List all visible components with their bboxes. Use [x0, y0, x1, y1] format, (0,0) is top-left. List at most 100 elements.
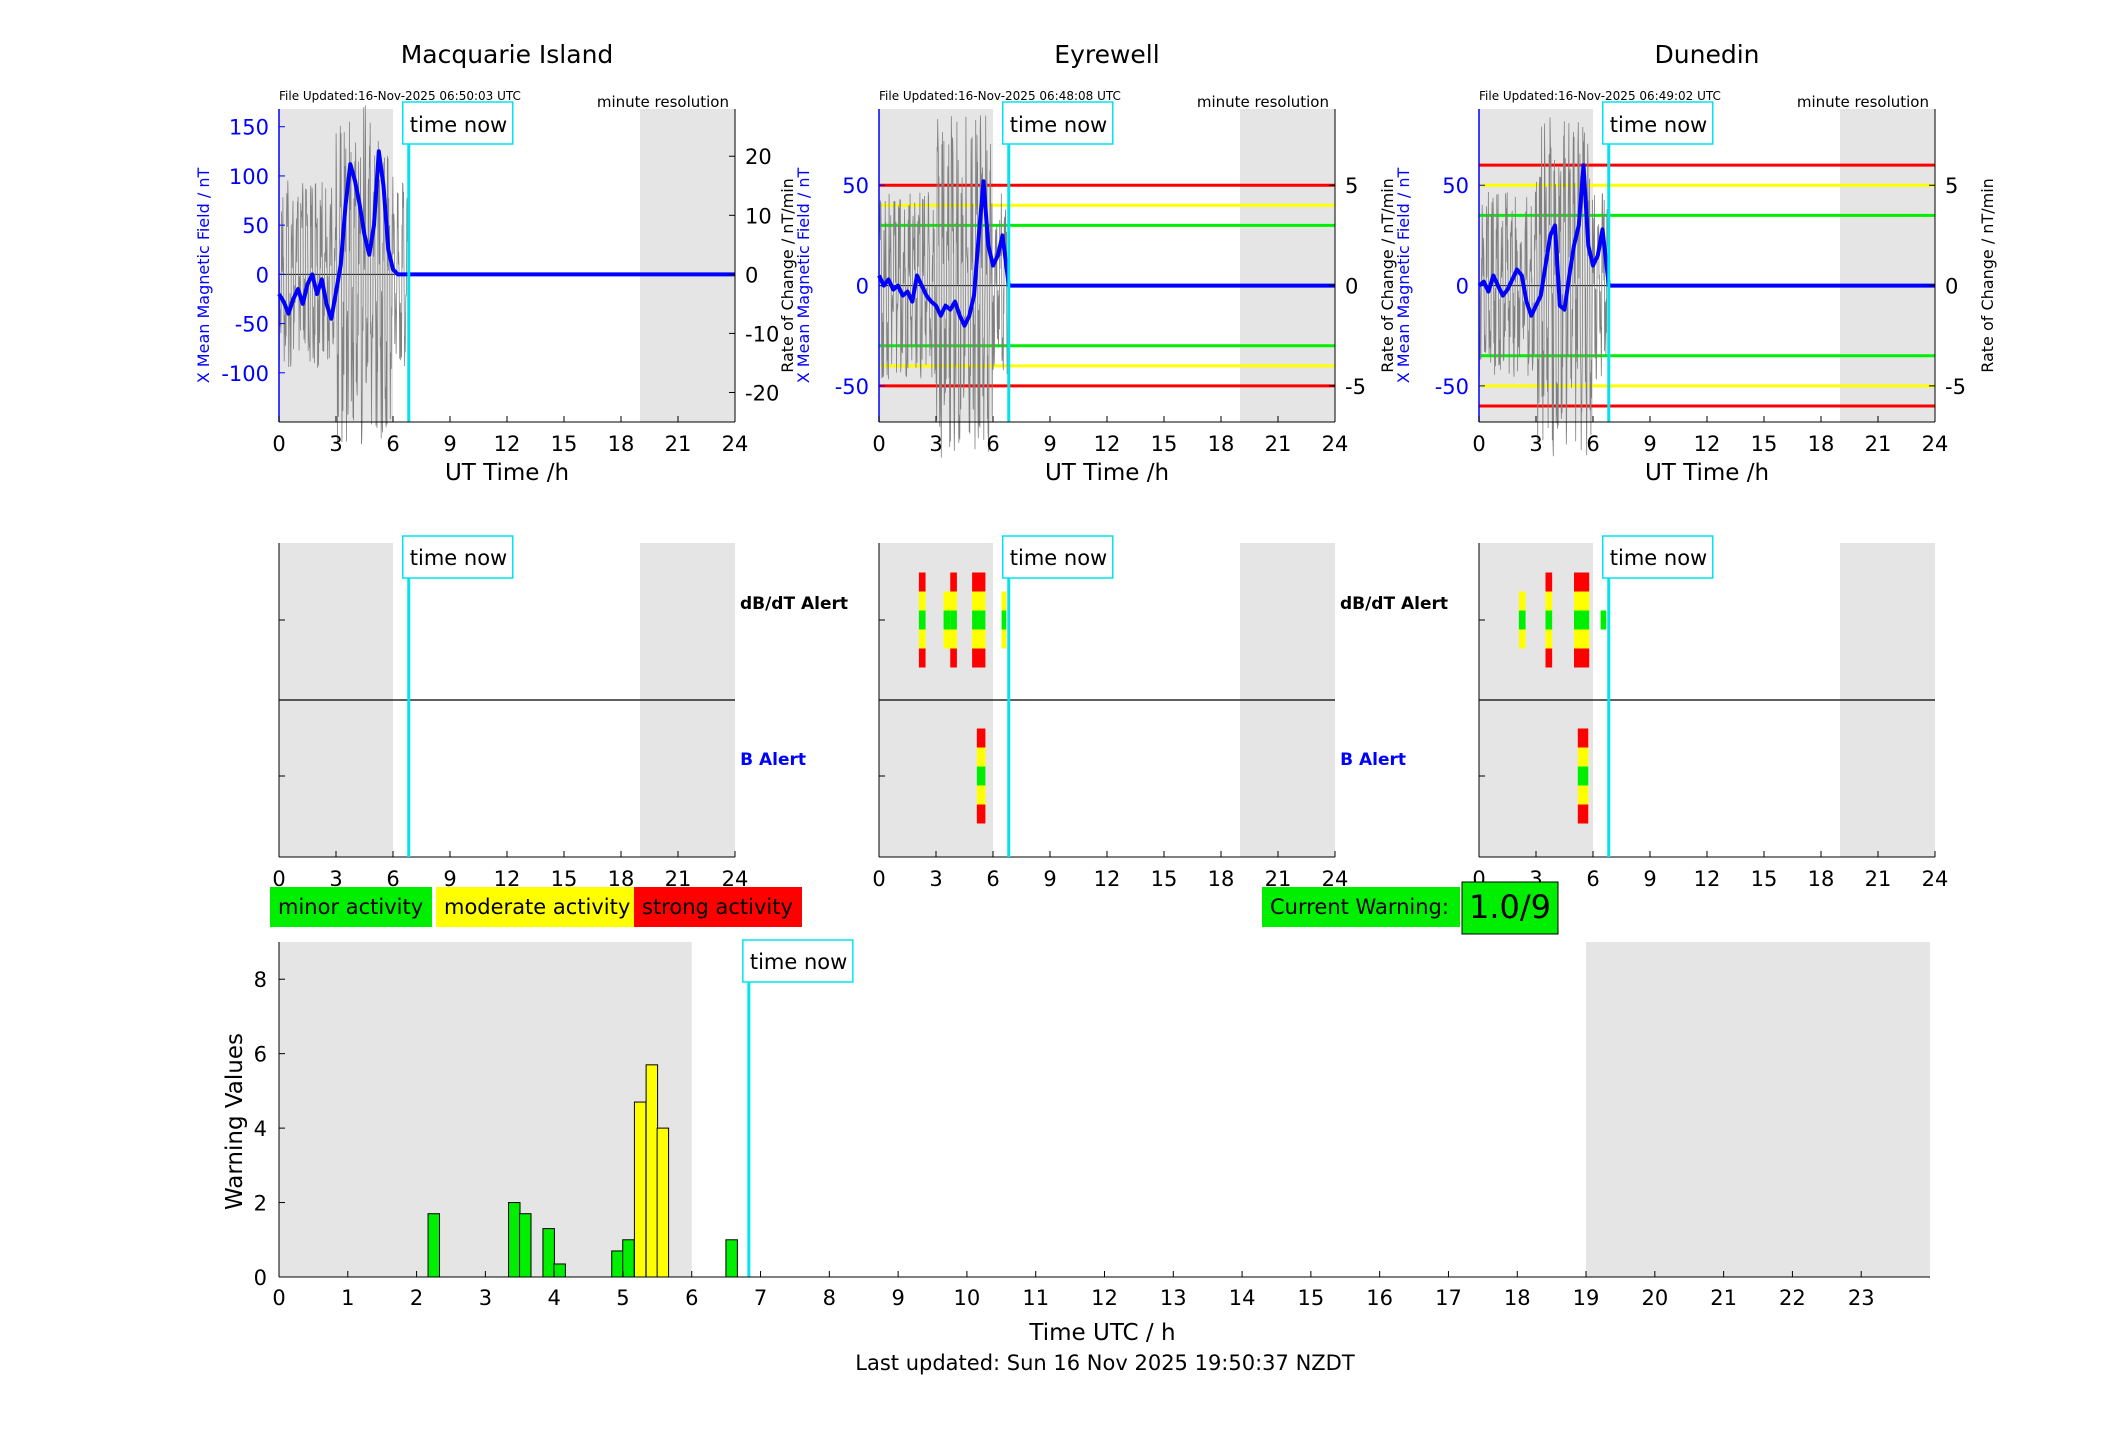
legend-moderate-label: moderate activity: [444, 895, 630, 919]
dbdt-alert-mark: [972, 591, 986, 611]
warning-bar: [725, 1239, 738, 1278]
warning-bar: [519, 1213, 532, 1278]
b-alert-mark: [976, 728, 986, 748]
x-tick-label: 9: [1643, 867, 1656, 891]
station-title: Eyrewell: [1054, 40, 1159, 69]
x-tick-label: 0: [272, 867, 285, 891]
dbdt-alert-mark: [943, 610, 951, 630]
legend-strong-label: strong activity: [642, 895, 793, 919]
station-panel-macquarie-island: Macquarie Island File Updated:16-Nov-2025…: [194, 40, 848, 891]
x-tick-label: 7: [754, 1286, 767, 1310]
night-shading: [1586, 942, 1930, 1277]
warning-bar: [542, 1228, 555, 1278]
warning-bar: [427, 1213, 441, 1278]
time-now-label: time now: [410, 113, 507, 137]
x-tick-label: 6: [386, 867, 399, 891]
y-tick-label: 8: [254, 968, 267, 992]
x-tick-label: 9: [443, 432, 456, 456]
x-tick-label: 21: [1865, 432, 1892, 456]
x-tick-label: 15: [1751, 432, 1778, 456]
station-panel-dunedin: Dunedin File Updated:16-Nov-2025 06:49:02…: [1394, 40, 1997, 891]
time-now-label: time now: [1610, 546, 1707, 570]
resolution-label: minute resolution: [597, 93, 729, 111]
dbdt-alert-mark: [1574, 591, 1590, 611]
x-tick-label: 18: [1808, 867, 1835, 891]
x-tick-label: 24: [722, 432, 749, 456]
station-panels: Macquarie Island File Updated:16-Nov-2025…: [194, 40, 1997, 891]
x-tick-label: 12: [494, 432, 521, 456]
x-tick-label: 3: [929, 867, 942, 891]
x-tick-label: 3: [1529, 432, 1542, 456]
dbdt-alert-mark: [950, 648, 957, 668]
x-tick-label: 12: [1094, 432, 1121, 456]
x-tick-label: 0: [272, 1286, 285, 1310]
left-tick-label: -50: [235, 313, 269, 337]
time-now-box: [1602, 101, 1714, 145]
dbdt-alert-mark: [943, 629, 951, 649]
dbdt-alert-mark: [1518, 629, 1526, 649]
x-tick-label: 22: [1779, 1286, 1806, 1310]
left-tick-label: 50: [1442, 174, 1469, 198]
x-tick-label: 6: [986, 867, 999, 891]
time-now-label: time now: [410, 546, 507, 570]
x-tick-label: 18: [1208, 432, 1235, 456]
right-y-axis-label: Rate of Change / nT/min: [1378, 178, 1397, 373]
dbdt-alert-label: dB/dT Alert: [1340, 594, 1448, 614]
x-tick-label: 24: [1922, 867, 1949, 891]
left-tick-label: -50: [1435, 375, 1469, 399]
warning-bar: [611, 1250, 624, 1278]
right-tick-label: 0: [1945, 275, 1958, 299]
b-alert-label: B Alert: [740, 750, 806, 770]
dbdt-alert-mark: [950, 591, 957, 611]
dbdt-alert-mark: [972, 572, 986, 592]
dbdt-alert-mark: [972, 648, 986, 668]
x-tick-label: 10: [954, 1286, 981, 1310]
dbdt-alert-mark: [1518, 591, 1526, 611]
left-tick-label: 150: [229, 116, 269, 140]
left-y-axis-label: X Mean Magnetic Field / nT: [794, 168, 813, 384]
right-tick-label: 5: [1945, 174, 1958, 198]
dbdt-alert-mark: [1545, 629, 1553, 649]
dbdt-alert-mark: [1545, 591, 1553, 611]
resolution-label: minute resolution: [1797, 93, 1929, 111]
x-tick-label: 19: [1573, 1286, 1600, 1310]
night-shading: [1240, 109, 1335, 422]
left-tick-label: 50: [842, 174, 869, 198]
y-tick-label: 4: [254, 1117, 267, 1141]
y-axis-label: Warning Values: [222, 1033, 248, 1210]
x-tick-label: 12: [1094, 867, 1121, 891]
b-alert-mark: [976, 747, 986, 767]
right-tick-label: 0: [745, 263, 758, 287]
legend-minor-label: minor activity: [278, 895, 423, 919]
right-y-axis-label: Rate of Change / nT/min: [1978, 178, 1997, 373]
dbdt-alert-mark: [1574, 629, 1590, 649]
y-tick-label: 0: [254, 1266, 267, 1290]
x-mean-field-line: [877, 179, 1335, 328]
dbdt-alert-mark: [1545, 648, 1553, 668]
x-tick-label: 1: [341, 1286, 354, 1310]
left-y-axis-label: X Mean Magnetic Field / nT: [1394, 168, 1413, 384]
right-tick-label: -5: [1945, 375, 1966, 399]
dbdt-alert-mark: [1001, 629, 1007, 649]
right-tick-label: -20: [745, 381, 779, 405]
right-tick-label: 0: [1345, 275, 1358, 299]
b-alert-mark: [976, 766, 986, 786]
legend-strong-swatch: [634, 887, 802, 927]
dbdt-alert-mark: [1001, 610, 1007, 630]
x-tick-label: 24: [1922, 432, 1949, 456]
x-tick-label: 15: [1151, 432, 1178, 456]
b-alert-mark: [1577, 728, 1589, 748]
x-tick-label: 6: [1586, 867, 1599, 891]
x-tick-label: 3: [329, 867, 342, 891]
x-tick-label: 0: [272, 432, 285, 456]
x-tick-label: 9: [891, 1286, 904, 1310]
b-alert-mark: [1577, 785, 1589, 805]
b-alert-label: B Alert: [1340, 750, 1406, 770]
x-tick-label: 21: [1865, 867, 1892, 891]
time-now-box: [1002, 535, 1114, 579]
warning-bar: [508, 1202, 521, 1278]
right-tick-label: 10: [745, 204, 772, 228]
x-tick-label: 0: [872, 867, 885, 891]
x-tick-label: 2: [410, 1286, 423, 1310]
night-shading: [640, 109, 735, 422]
